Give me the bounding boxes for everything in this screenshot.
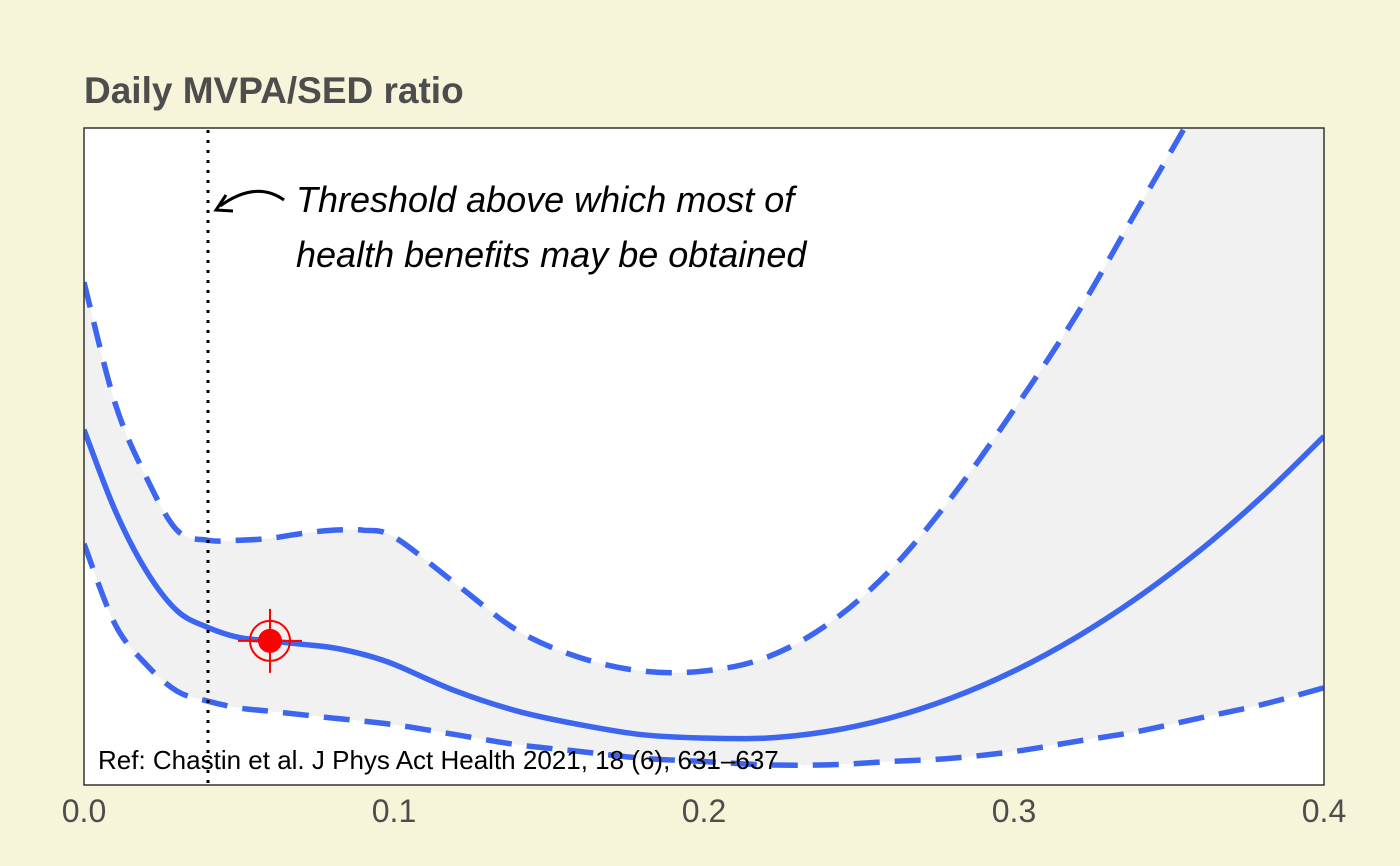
x-tick-label: 0.2 bbox=[682, 793, 726, 829]
x-tick-label: 0.3 bbox=[992, 793, 1036, 829]
arrow-head-icon bbox=[213, 194, 234, 213]
reference-text: Ref: Chastin et al. J Phys Act Health 20… bbox=[98, 745, 779, 775]
x-tick-label: 0.1 bbox=[372, 793, 416, 829]
x-tick-label: 0.0 bbox=[62, 793, 106, 829]
chart-title: Daily MVPA/SED ratio bbox=[84, 70, 464, 111]
series-lines bbox=[84, 128, 1324, 769]
x-axis: 0.0 0.1 0.2 0.3 0.4 bbox=[62, 793, 1346, 829]
estimate-line bbox=[84, 428, 1324, 742]
marker-dot bbox=[258, 628, 282, 653]
annotation-line-1: Threshold above which most of bbox=[296, 179, 798, 220]
upper-bound-line bbox=[84, 128, 1188, 676]
confidence-band bbox=[84, 128, 1324, 766]
curved-arrow-icon bbox=[219, 189, 285, 208]
annotation-line-2: health benefits may be obtained bbox=[296, 234, 807, 275]
point-marker bbox=[238, 608, 302, 673]
plot-border bbox=[83, 127, 1325, 786]
x-tick-label: 0.4 bbox=[1302, 793, 1346, 829]
confidence-band-area bbox=[84, 128, 1324, 766]
